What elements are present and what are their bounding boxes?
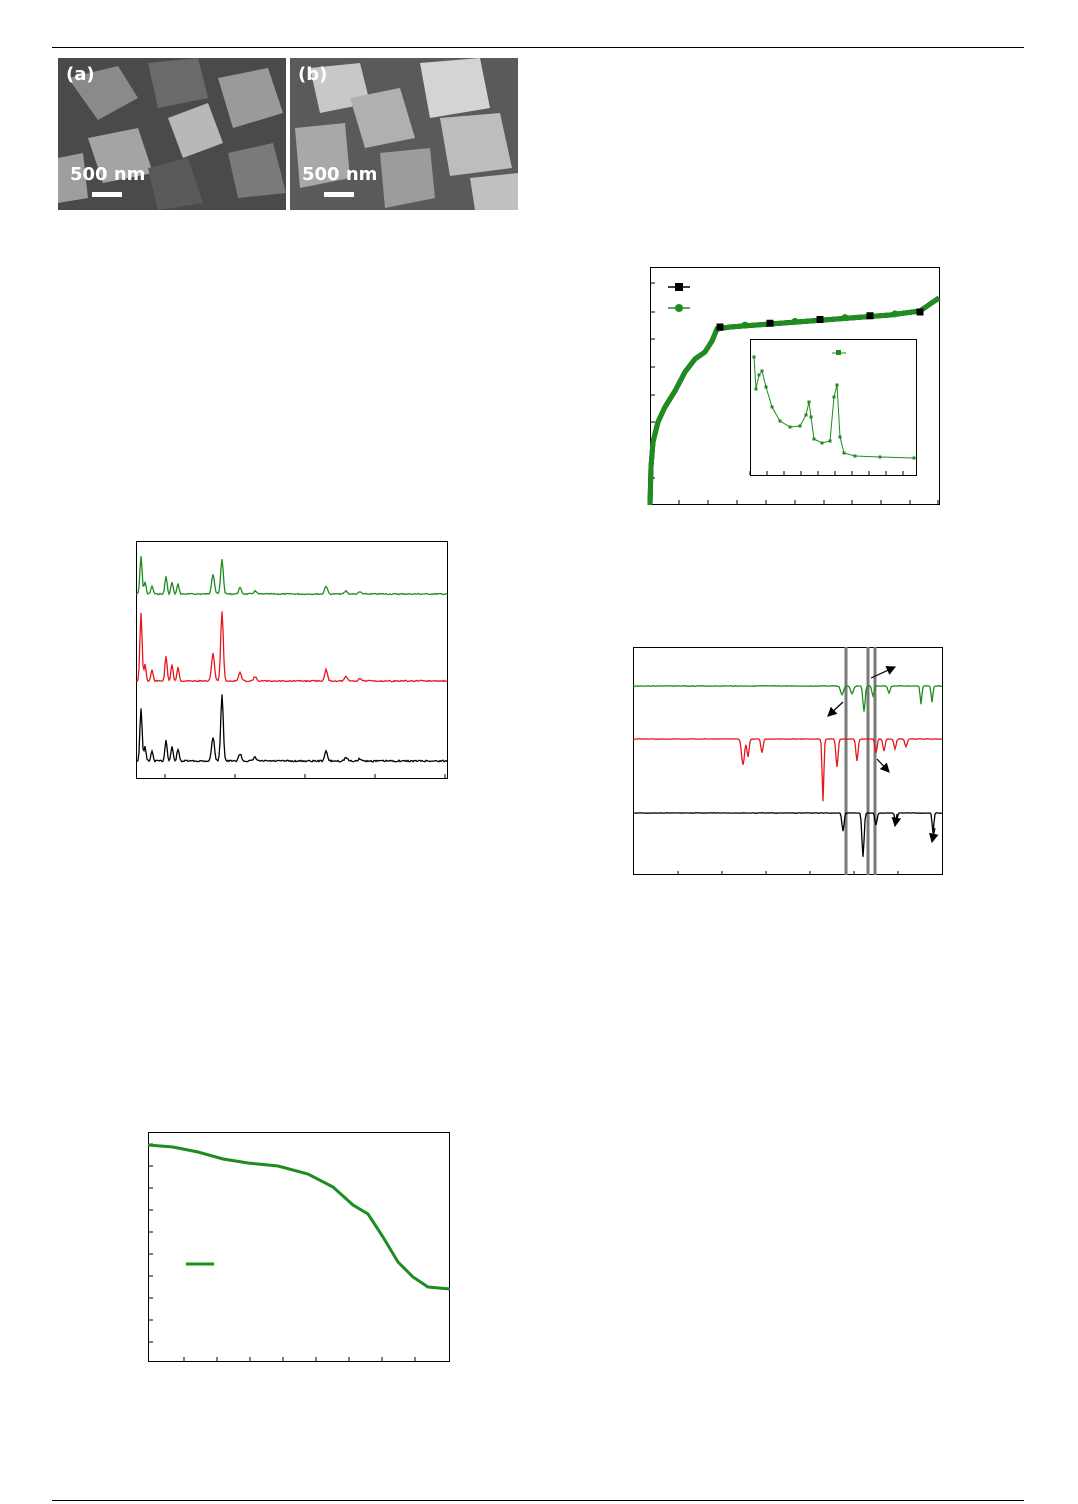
inset-point (770, 405, 774, 409)
isotherm-point-green (741, 321, 749, 329)
isotherm-inset (749, 339, 917, 476)
panel-label-a: (a) (66, 64, 95, 85)
isotherm-series-green (647, 295, 941, 506)
xrd-x-ticks (164, 774, 446, 779)
inset-point (764, 385, 768, 389)
ftir-chart (632, 647, 943, 875)
panel-label-b: (b) (298, 64, 327, 85)
inset-point (807, 400, 811, 404)
inset-point (878, 455, 882, 459)
isotherm-point-black (716, 323, 724, 331)
inset-point (757, 373, 761, 377)
legend-marker-square (675, 283, 683, 291)
isotherm-point-black (916, 308, 924, 316)
tga-axis-ticks (148, 1143, 416, 1362)
inset-point (809, 415, 813, 419)
inset-point (760, 369, 764, 373)
header-rule (52, 47, 1024, 48)
scale-bar-a (92, 192, 122, 197)
xrd-series-black (135, 694, 448, 763)
inset-point (820, 441, 824, 445)
scale-bar-label-a: 500 nm (70, 164, 145, 185)
isotherm-chart (647, 267, 941, 506)
inset-point (832, 395, 836, 399)
inset-point (804, 413, 808, 417)
tga-frame (148, 1132, 450, 1362)
tga-series-green (147, 1143, 451, 1291)
isotherm-point-black (766, 319, 774, 327)
inset-series-green (753, 356, 915, 459)
inset-point (853, 454, 857, 458)
xrd-series-red (135, 611, 448, 683)
isotherm-point-black (816, 316, 824, 323)
isotherm-point-green (841, 314, 849, 322)
ftir-series-red (632, 738, 943, 802)
xrd-series-green (136, 555, 448, 596)
ftir-frame (633, 647, 943, 875)
ftir-x-ticks (677, 871, 899, 875)
inset-point (798, 424, 802, 428)
inset-point (835, 383, 839, 387)
legend-marker-circle (675, 304, 683, 312)
isotherm-markers (716, 308, 924, 331)
inset-point (752, 355, 756, 359)
ftir-arrows (827, 666, 939, 844)
inset-legend-marker (836, 350, 841, 355)
xrd-chart (135, 541, 448, 779)
inset-point (754, 387, 758, 391)
sem-image-a: (a) 500 nm (58, 58, 286, 210)
tga-chart (147, 1132, 451, 1362)
inset-point (812, 437, 816, 441)
xrd-frame (136, 541, 448, 779)
ftir-series-green (632, 684, 943, 712)
scale-bar-label-b: 500 nm (302, 164, 377, 185)
ftir-guide-lines (844, 647, 877, 875)
isotherm-point-green (791, 317, 799, 325)
inset-point (912, 456, 916, 460)
ftir-series-black (632, 812, 942, 857)
inset-point (788, 425, 792, 429)
inset-point (828, 439, 832, 443)
inset-axis-ticks (749, 471, 904, 475)
sem-image-b: (b) 500 nm (290, 58, 518, 210)
scale-bar-b (324, 192, 354, 197)
inset-point (778, 419, 782, 423)
footer-rule (52, 1500, 1024, 1501)
inset-point (838, 435, 842, 439)
isotherm-point-green (891, 310, 899, 318)
isotherm-legend (668, 283, 690, 312)
inset-point (842, 451, 846, 455)
isotherm-point-black (866, 312, 874, 320)
